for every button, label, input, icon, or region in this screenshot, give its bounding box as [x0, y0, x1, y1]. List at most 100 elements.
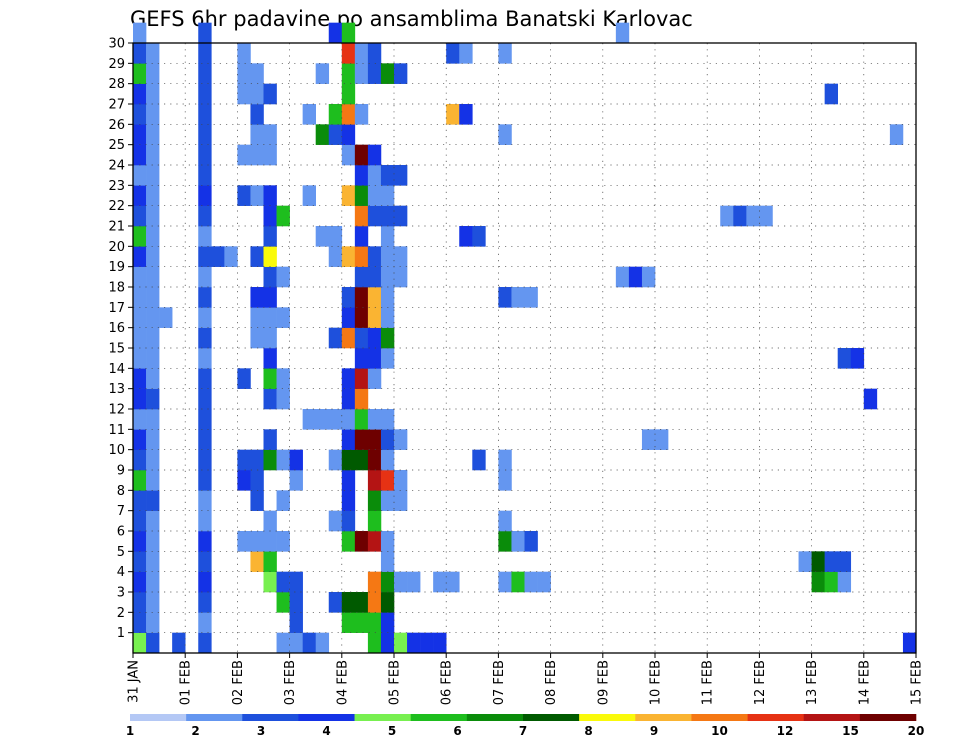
heatmap-cell: [276, 388, 290, 410]
heatmap-cell: [498, 449, 512, 471]
heatmap-cell: [237, 531, 251, 552]
heatmap-cell: [198, 612, 212, 633]
heatmap-cell: [367, 327, 382, 349]
heatmap-cell: [380, 409, 395, 430]
heatmap-cell: [328, 226, 343, 247]
heatmap-cell: [354, 246, 369, 267]
heatmap-cell: [237, 449, 251, 471]
heatmap-cell: [198, 490, 212, 511]
colorbar-label: 1: [126, 724, 134, 738]
heatmap-cell: [615, 266, 630, 288]
heatmap-cell: [354, 429, 369, 450]
y-tick-label: 25: [108, 138, 125, 153]
heatmap-cell: [811, 551, 825, 572]
heatmap-cell: [354, 165, 369, 186]
heatmap-cell: [380, 348, 395, 369]
heatmap-cell: [198, 185, 212, 206]
colorbar-label: 9: [650, 724, 658, 738]
heatmap-cell: [276, 368, 290, 389]
heatmap-cell: [146, 63, 160, 84]
heatmap-cell: [276, 592, 290, 613]
heatmap-cell: [341, 409, 356, 430]
heatmap-cell: [198, 22, 212, 44]
heatmap-cell: [198, 43, 212, 64]
heatmap-cell: [367, 449, 382, 471]
heatmap-cell: [341, 327, 356, 349]
colorbar-swatch: [130, 714, 187, 721]
heatmap-cell: [198, 104, 212, 125]
heatmap-cell: [198, 510, 212, 532]
heatmap-cell: [276, 307, 290, 328]
heatmap-cell: [341, 470, 356, 491]
heatmap-cell: [250, 185, 264, 206]
x-tick-label: 02 FEB: [231, 660, 246, 705]
heatmap-cell: [446, 104, 460, 125]
heatmap-cell: [341, 104, 356, 125]
heatmap-cell: [367, 409, 382, 430]
heatmap-cell: [315, 124, 330, 145]
heatmap-cell: [146, 327, 160, 349]
heatmap-cell: [811, 571, 825, 593]
heatmap-cell: [146, 246, 160, 267]
heatmap-cell: [146, 470, 160, 491]
heatmap-cell: [367, 490, 382, 511]
heatmap-cell: [133, 368, 147, 389]
heatmap-cell: [159, 307, 173, 328]
heatmap-cell: [133, 246, 147, 267]
y-axis: 1234567891011121314151617181920212223242…: [108, 37, 133, 641]
heatmap-cell: [133, 22, 147, 44]
heatmap-cell: [133, 409, 147, 430]
heatmap-cell: [511, 531, 525, 552]
heatmap-cell: [250, 449, 264, 471]
heatmap-cell: [133, 185, 147, 206]
heatmap-cell: [367, 185, 382, 206]
heatmap-cell: [354, 144, 369, 166]
heatmap-cell: [394, 246, 408, 267]
heatmap-cell: [263, 571, 277, 593]
heatmap-cell: [263, 226, 277, 247]
y-tick-label: 26: [108, 118, 125, 133]
heatmap-cell: [354, 287, 369, 308]
heatmap-cell: [380, 246, 395, 267]
heatmap-cell: [341, 124, 356, 145]
heatmap-cell: [498, 43, 512, 64]
heatmap-cell: [498, 571, 512, 593]
heatmap-cell: [380, 185, 395, 206]
y-tick-label: 10: [108, 443, 125, 458]
heatmap-cell: [628, 266, 643, 288]
heatmap-cell: [655, 429, 669, 450]
x-tick-label: 12 FEB: [753, 660, 768, 705]
heatmap-cell: [133, 43, 147, 64]
cell-layer: [133, 22, 917, 654]
y-tick-label: 13: [108, 382, 125, 397]
heatmap-cell: [498, 287, 512, 308]
heatmap-cell: [133, 531, 147, 552]
heatmap-cell: [289, 592, 303, 613]
heatmap-cell: [237, 144, 251, 166]
heatmap-cell: [250, 63, 264, 84]
heatmap-cell: [198, 307, 212, 328]
heatmap-cell: [837, 348, 852, 369]
heatmap-cell: [263, 348, 277, 369]
colorbar-swatch: [747, 714, 805, 721]
heatmap-cell: [315, 226, 330, 247]
heatmap-cell: [394, 165, 408, 186]
heatmap-cell: [380, 266, 395, 288]
heatmap-cell: [328, 22, 343, 44]
y-tick-label: 17: [108, 301, 125, 316]
heatmap-cell: [133, 327, 147, 349]
heatmap-cell: [133, 612, 147, 633]
heatmap-cell: [198, 429, 212, 450]
heatmap-cell: [367, 165, 382, 186]
heatmap-cell: [198, 124, 212, 145]
x-axis: 31 JAN 01 FEB 02 FEB 03 FEB 04 FEB 05 FEB 06 F…: [127, 653, 925, 705]
heatmap-cell: [328, 409, 343, 430]
heatmap-cell: [407, 571, 421, 593]
y-tick-label: 30: [108, 37, 125, 52]
heatmap-cell: [198, 144, 212, 166]
heatmap-cell: [367, 470, 382, 491]
heatmap-cell: [380, 63, 395, 84]
x-tick-label: 13 FEB: [805, 660, 820, 705]
heatmap-cell: [394, 429, 408, 450]
heatmap-cell: [380, 470, 395, 491]
